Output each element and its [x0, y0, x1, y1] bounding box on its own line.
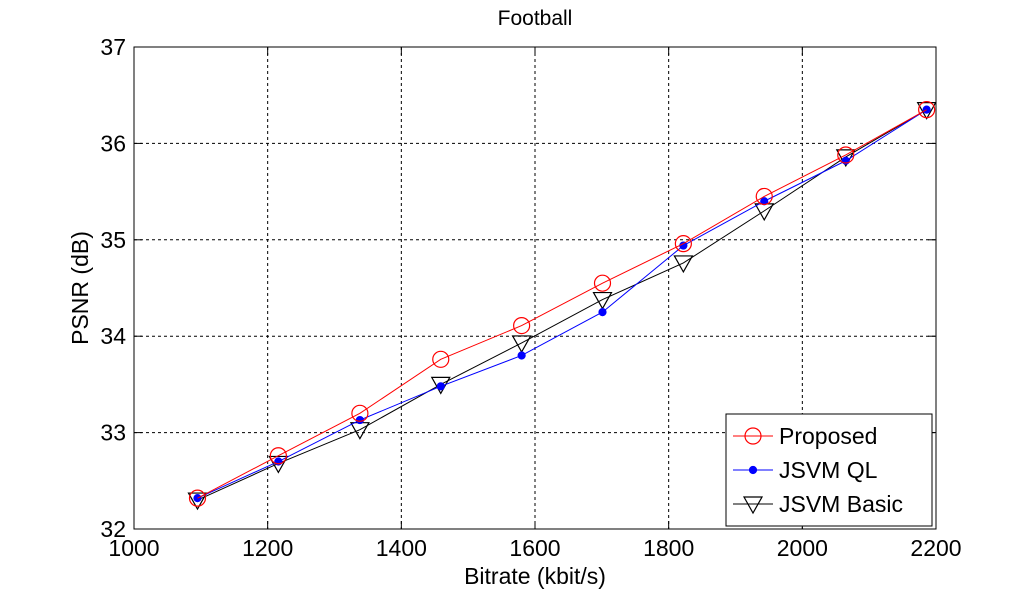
data-point-proposed — [918, 101, 936, 119]
data-point-jsvm-basic — [430, 376, 451, 395]
data-point-jsvm-basic — [916, 102, 937, 120]
x-tick-label: 2000 — [777, 535, 828, 561]
data-point-proposed — [188, 489, 207, 507]
data-point-jsvm-basic — [187, 492, 208, 511]
x-tick-label: 1600 — [509, 535, 560, 561]
data-point-proposed — [432, 350, 450, 368]
x-tick-label: 2200 — [910, 535, 961, 561]
data-point-proposed — [837, 146, 855, 164]
x-tick-label: 1200 — [242, 535, 293, 561]
legend-marker-jsvm-basic — [742, 496, 764, 515]
data-point-jsvm-basic — [592, 291, 613, 310]
data-point-proposed — [513, 316, 531, 335]
data-point-jsvm-basic — [673, 255, 694, 274]
y-tick-label: 34 — [100, 323, 126, 349]
y-tick-label: 32 — [100, 516, 126, 542]
legend-label-jsvm-ql: JSVM QL — [779, 457, 878, 483]
series-line-jsvm-ql — [197, 109, 927, 499]
tick-labels: 1000 1200 1400 1600 1800 2000 2200 32 33 34 35 36 37 — [100, 34, 961, 561]
legend-marker-jsvm-ql — [748, 465, 758, 475]
legend-label-jsvm-basic: JSVM Basic — [779, 491, 903, 517]
series-layer — [187, 101, 937, 511]
data-point-jsvm-ql — [355, 415, 364, 425]
x-tick-label: 1000 — [108, 535, 159, 561]
y-tick-label: 35 — [100, 227, 126, 253]
series-line-proposed — [197, 109, 927, 499]
data-point-jsvm-basic — [268, 455, 289, 474]
data-point-proposed — [593, 274, 612, 292]
y-tick-label: 33 — [100, 420, 126, 446]
chart-title: Football — [498, 7, 573, 30]
y-tick-label: 37 — [100, 34, 126, 60]
series-jsvm-ql — [193, 105, 931, 503]
x-axis-title: Bitrate (kbit/s) — [464, 563, 606, 589]
data-point-jsvm-ql — [598, 308, 607, 317]
x-tick-label: 1400 — [376, 535, 427, 561]
data-point-proposed — [674, 235, 692, 253]
data-point-jsvm-ql — [679, 241, 688, 250]
x-tick-label: 1800 — [643, 535, 694, 561]
data-point-proposed — [269, 447, 287, 465]
data-point-jsvm-ql — [436, 382, 445, 391]
legend: Proposed JSVM QL JSVM Basic — [725, 413, 933, 527]
series-line-jsvm-basic — [197, 109, 927, 501]
data-point-proposed — [351, 404, 369, 422]
series-proposed — [188, 101, 936, 507]
y-tick-label: 36 — [100, 130, 126, 156]
y-axis-title: PSNR (dB) — [67, 231, 93, 345]
legend-label-proposed: Proposed — [779, 423, 877, 449]
data-point-proposed — [755, 187, 773, 206]
data-point-jsvm-ql — [517, 351, 526, 360]
series-jsvm-basic — [187, 102, 937, 511]
legend-marker-proposed — [744, 427, 762, 445]
grid-lines — [134, 47, 936, 529]
data-point-jsvm-basic — [511, 335, 532, 354]
